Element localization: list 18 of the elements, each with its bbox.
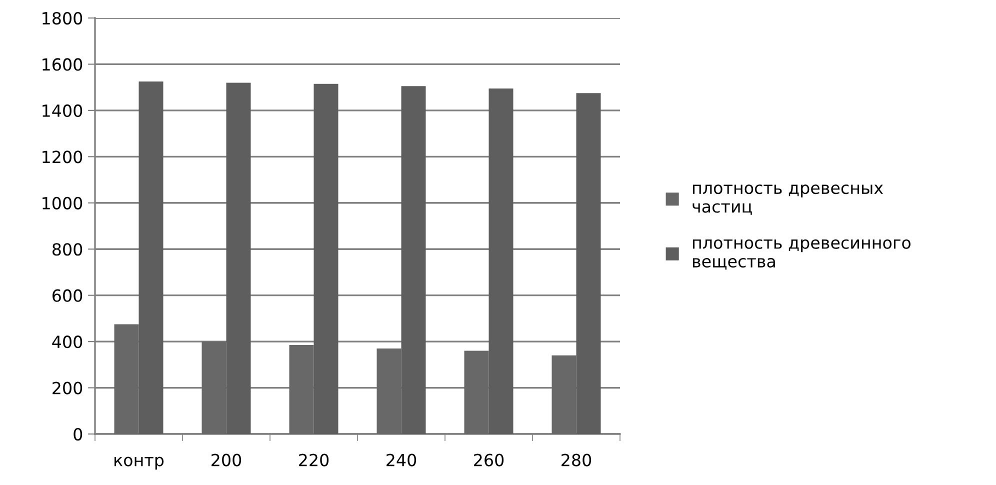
y-tick-label: 400 [52, 336, 82, 348]
y-tick-label: 200 [52, 382, 82, 394]
y-tick-label: 1200 [42, 150, 82, 164]
x-tick-label: 200 [212, 454, 242, 466]
x-tick-label: 220 [299, 454, 329, 466]
legend-label: плотность древесных частиц [692, 184, 884, 215]
y-tick-label: 600 [52, 289, 82, 302]
legend-label: плотность древесинного вещества [693, 239, 911, 270]
x-tick-label: контр [114, 456, 164, 470]
y-tick-label: 1000 [42, 196, 82, 210]
y-tick-label: 1800 [42, 12, 82, 25]
y-tick-label: 0 [74, 428, 82, 441]
x-tick-label: 280 [562, 454, 592, 466]
x-tick-label: 260 [474, 454, 504, 466]
x-tick-label: 240 [386, 454, 416, 466]
y-tick-label: 1600 [42, 58, 82, 71]
y-tick-label: 800 [52, 243, 82, 256]
y-tick-label: 1400 [42, 104, 82, 118]
